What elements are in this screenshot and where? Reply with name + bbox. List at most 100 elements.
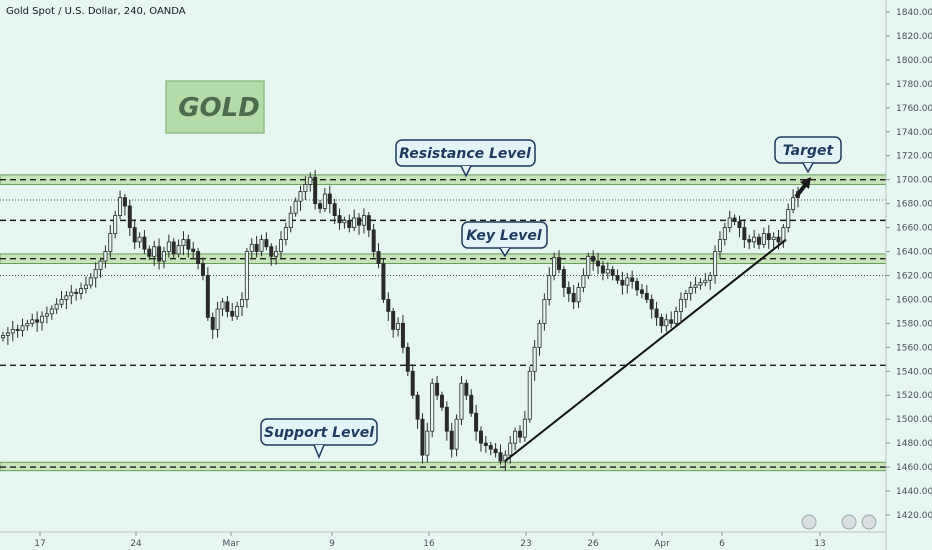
candle: [83, 276, 88, 294]
candle-body: [761, 233, 766, 245]
candle: [781, 223, 786, 248]
candle: [35, 311, 40, 332]
flag-icon[interactable]: [841, 514, 857, 530]
candle: [64, 291, 69, 310]
candle-body: [230, 311, 235, 317]
candle-body: [669, 319, 674, 324]
event-icons[interactable]: [801, 514, 877, 530]
candle-body: [303, 184, 308, 193]
candle: [756, 233, 761, 250]
candle-body: [693, 284, 698, 288]
candle-body: [44, 313, 49, 317]
candle: [737, 215, 742, 238]
support-callout-pointer: [313, 444, 325, 459]
candle: [181, 231, 186, 256]
price-tick-label: 1620.000: [896, 271, 932, 281]
candle-body: [25, 322, 30, 327]
candle: [0, 331, 6, 342]
candle: [152, 240, 157, 266]
candle-body: [713, 251, 718, 276]
time-tick-label: 9: [329, 539, 335, 549]
key-callout-text: Key Level: [466, 228, 542, 244]
candle-body: [274, 251, 279, 257]
flag-icon[interactable]: [801, 514, 817, 530]
candle-body: [639, 289, 644, 294]
candle: [600, 261, 605, 281]
candle-body: [381, 263, 386, 300]
candle-body: [137, 236, 142, 243]
candle: [659, 313, 664, 333]
candle-body: [161, 251, 166, 262]
time-tick-label: 16: [423, 539, 435, 549]
candle-body: [425, 430, 430, 456]
gold-label-text: GOLD: [178, 93, 260, 123]
candle: [386, 292, 391, 321]
candle-body: [127, 205, 132, 228]
candle-body: [605, 269, 610, 274]
key-callout[interactable]: Key Level: [461, 221, 548, 258]
candle: [157, 238, 162, 270]
candle: [454, 414, 459, 457]
candle: [288, 206, 293, 233]
price-tick-label: 1820.000: [896, 32, 932, 42]
candle: [698, 277, 703, 290]
candle-body: [132, 227, 137, 243]
candle: [49, 305, 54, 320]
candle-body: [454, 418, 459, 450]
candle: [722, 222, 727, 246]
candle-body: [591, 255, 596, 262]
candle-body: [327, 193, 332, 205]
candle-body: [561, 269, 566, 288]
candle: [669, 311, 674, 329]
trendline[interactable]: [504, 238, 787, 462]
candle-body: [225, 301, 230, 312]
time-tick-label: 24: [130, 539, 142, 549]
candle-body: [220, 301, 225, 310]
candle-body: [649, 299, 654, 310]
candle-body: [469, 394, 474, 414]
candle: [400, 314, 405, 354]
candle-body: [600, 265, 605, 274]
candle: [235, 301, 240, 320]
candle: [727, 210, 732, 233]
candle: [298, 185, 303, 211]
candle-body: [771, 236, 776, 240]
candle: [142, 229, 147, 254]
candle: [303, 176, 308, 201]
candle-body: [703, 279, 708, 284]
candle-body: [615, 275, 620, 281]
candle: [552, 252, 557, 281]
candle-body: [186, 239, 191, 250]
candle-body: [288, 212, 293, 228]
time-tick-label: Mar: [223, 539, 240, 549]
candle-body: [747, 239, 752, 243]
candle-body: [361, 215, 366, 226]
candle: [5, 326, 10, 345]
candle: [15, 324, 20, 338]
candle: [376, 243, 381, 269]
candle: [327, 185, 332, 214]
candle-body: [308, 176, 313, 185]
candle: [396, 317, 401, 337]
target-callout-pointer: [802, 162, 814, 174]
candle: [166, 234, 171, 258]
candle: [425, 422, 430, 463]
target-callout[interactable]: Target: [774, 136, 842, 174]
candle-body: [435, 382, 440, 396]
time-tick-label: Apr: [654, 539, 670, 549]
candle-body: [59, 299, 64, 305]
candle-body: [400, 322, 405, 348]
candle-body: [717, 239, 722, 252]
resistance-callout[interactable]: Resistance Level: [395, 139, 536, 178]
candle: [532, 340, 537, 381]
price-tick-label: 1580.000: [896, 319, 932, 329]
flag-icon[interactable]: [861, 514, 877, 530]
candle: [322, 188, 327, 213]
candle-body: [166, 241, 171, 252]
candle-body: [264, 239, 269, 248]
support-callout[interactable]: Support Level: [260, 418, 378, 459]
price-tick-label: 1460.000: [896, 463, 932, 473]
candle: [147, 245, 152, 260]
candle: [318, 200, 323, 214]
